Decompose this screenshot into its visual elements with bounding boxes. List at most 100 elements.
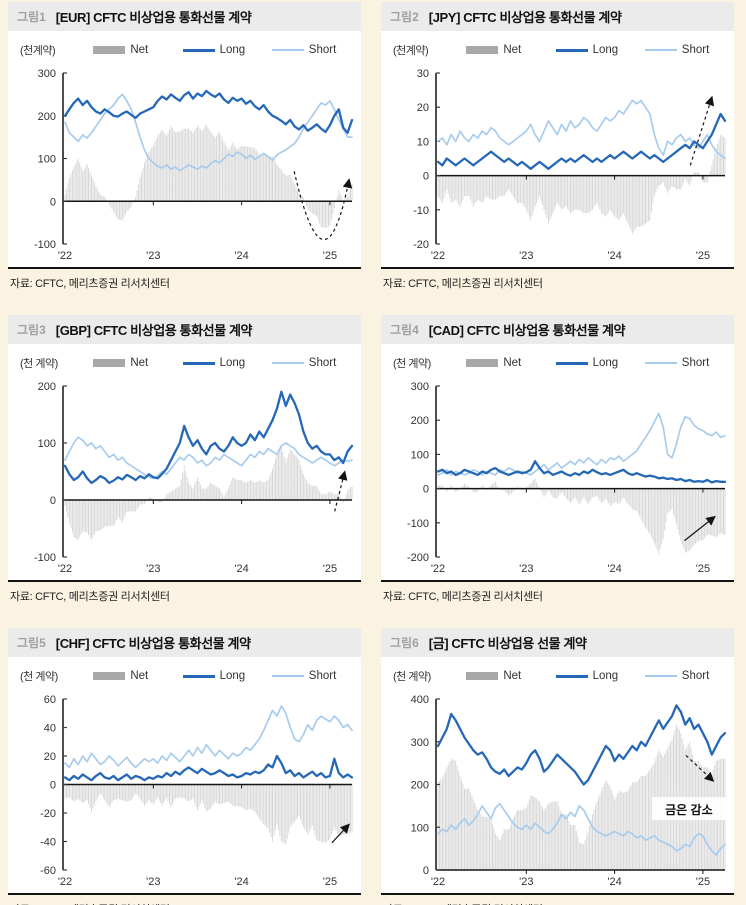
- chart-legend: (천 계약) Net Long Short: [381, 665, 734, 687]
- long-swatch: [555, 48, 588, 52]
- y-axis-unit-label: (천 계약): [393, 358, 431, 370]
- gbp-futures-chart: '22 '23 '24 '25 200 100 0 -100: [34, 381, 354, 575]
- legend-long-label: Long: [592, 357, 619, 369]
- svg-text:0: 0: [50, 196, 56, 208]
- svg-text:'25: '25: [696, 563, 710, 575]
- figure-title: [GBP] CFTC 비상업용 통화선물 계약: [55, 323, 253, 338]
- svg-text:'24: '24: [234, 250, 248, 262]
- net-swatch: [466, 359, 499, 367]
- chart-area: (천계약) Net Long Short '22 '23 '24 '25 30 20 10 0…: [381, 31, 734, 269]
- svg-text:-20: -20: [413, 239, 429, 251]
- source-note: 자료: CFTC, 메리츠증권 리서치센터: [381, 895, 734, 905]
- legend-item-net: Net: [466, 670, 555, 682]
- svg-text:100: 100: [38, 154, 56, 166]
- svg-text:-100: -100: [34, 552, 56, 564]
- legend-item-long: Long: [182, 670, 272, 682]
- svg-text:400: 400: [411, 694, 429, 706]
- svg-text:'23: '23: [519, 876, 533, 888]
- svg-text:'24: '24: [607, 250, 621, 262]
- svg-text:0: 0: [50, 495, 56, 507]
- svg-text:40: 40: [44, 723, 56, 735]
- y-axis-unit-label: (천계약): [20, 45, 56, 57]
- chart-legend: (천 계약) Net Long Short: [381, 352, 734, 374]
- legend-net-label: Net: [130, 357, 149, 369]
- figure-title: [CAD] CFTC 비상업용 통화선물 계약: [428, 323, 626, 338]
- source-note: 자료: CFTC, 메리츠증권 리서치센터: [383, 591, 543, 603]
- legend-short-label: Short: [308, 670, 337, 682]
- svg-text:'23: '23: [146, 250, 160, 262]
- figure-panel-gold: 그림6 [금] CFTC 비상업용 선물 계약 (천 계약) Net Long …: [381, 628, 734, 905]
- legend-short-label: Short: [308, 44, 337, 56]
- figure-panel-cad: 그림4 [CAD] CFTC 비상업용 통화선물 계약 (천 계약) Net L…: [381, 315, 734, 604]
- svg-text:'22: '22: [58, 563, 72, 575]
- svg-text:60: 60: [44, 694, 56, 706]
- svg-text:20: 20: [417, 102, 429, 114]
- svg-text:'22: '22: [431, 250, 445, 262]
- svg-text:-100: -100: [407, 518, 429, 530]
- net-swatch: [466, 46, 499, 54]
- svg-text:0: 0: [50, 780, 56, 792]
- legend-short-label: Short: [308, 357, 337, 369]
- net-swatch: [466, 672, 499, 680]
- svg-text:'24: '24: [607, 563, 621, 575]
- svg-text:-60: -60: [40, 865, 56, 877]
- chart-area: (천계약) Net Long Short '22 '23 '24 '25 300 200 1…: [8, 31, 361, 269]
- chart-legend: (천 계약) Net Long Short: [8, 352, 361, 374]
- svg-text:10: 10: [417, 136, 429, 148]
- legend-net-label: Net: [503, 670, 522, 682]
- svg-text:100: 100: [411, 449, 429, 461]
- legend-item-long: Long: [555, 44, 645, 56]
- short-swatch: [644, 675, 677, 677]
- figure-header: 그림6 [금] CFTC 비상업용 선물 계약: [381, 628, 734, 657]
- chart-legend: (천계약) Net Long Short: [8, 39, 361, 61]
- svg-text:'23: '23: [146, 563, 160, 575]
- svg-text:100: 100: [411, 822, 429, 834]
- long-swatch: [555, 674, 588, 678]
- gold-futures-chart: '22 '23 '24 '25 400 300 200 100 0 금은 감소: [411, 694, 727, 888]
- net-swatch: [93, 359, 126, 367]
- jpy-futures-chart: '22 '23 '24 '25 30 20 10 0 -10 -20: [413, 68, 727, 262]
- svg-text:-100: -100: [34, 239, 56, 251]
- legend-item-long: Long: [182, 44, 272, 56]
- legend-long-label: Long: [592, 44, 619, 56]
- svg-text:0: 0: [423, 865, 429, 877]
- legend-item-short: Short: [271, 44, 361, 56]
- legend-item-short: Short: [644, 44, 734, 56]
- legend-net-label: Net: [503, 357, 522, 369]
- svg-text:'23: '23: [519, 563, 533, 575]
- y-axis-unit-label: (천 계약): [393, 671, 431, 683]
- legend-long-label: Long: [219, 670, 246, 682]
- y-axis-unit-label: (천계약): [393, 45, 429, 57]
- legend-item-short: Short: [271, 670, 361, 682]
- svg-text:'22: '22: [431, 876, 445, 888]
- figure-number: 그림2: [390, 10, 419, 24]
- svg-text:'22: '22: [431, 563, 445, 575]
- eur-futures-chart: '22 '23 '24 '25 300 200 100 0 -100: [34, 68, 354, 262]
- legend-short-label: Short: [681, 670, 710, 682]
- legend-short-label: Short: [681, 357, 710, 369]
- svg-text:'25: '25: [696, 876, 710, 888]
- legend-item-net: Net: [93, 670, 182, 682]
- figure-panel-jpy: 그림2 [JPY] CFTC 비상업용 통화선물 계약 (천계약) Net Lo…: [381, 2, 734, 291]
- svg-text:'25: '25: [323, 563, 337, 575]
- svg-text:-40: -40: [40, 837, 56, 849]
- long-swatch: [182, 48, 215, 52]
- svg-text:0: 0: [423, 484, 429, 496]
- chart-area: (천 계약) Net Long Short '22 '23 '24 '25 400 300…: [381, 657, 734, 895]
- svg-text:금은 감소: 금은 감소: [665, 802, 713, 817]
- legend-item-long: Long: [182, 357, 272, 369]
- short-swatch: [271, 49, 304, 51]
- figure-header: 그림5 [CHF] CFTC 비상업용 통화선물 계약: [8, 628, 361, 657]
- figure-number: 그림1: [17, 10, 46, 24]
- legend-long-label: Long: [219, 44, 246, 56]
- net-swatch: [93, 672, 126, 680]
- legend-item-net: Net: [466, 44, 555, 56]
- figure-header: 그림1 [EUR] CFTC 비상업용 통화선물 계약: [8, 2, 361, 31]
- figure-title: [CHF] CFTC 비상업용 통화선물 계약: [55, 636, 251, 651]
- svg-text:'24: '24: [234, 876, 248, 888]
- chart-area: (천 계약) Net Long Short '22 '23 '24 '25 200 100…: [8, 344, 361, 582]
- legend-long-label: Long: [219, 357, 246, 369]
- y-axis-unit-label: (천 계약): [20, 358, 58, 370]
- svg-text:30: 30: [417, 68, 429, 80]
